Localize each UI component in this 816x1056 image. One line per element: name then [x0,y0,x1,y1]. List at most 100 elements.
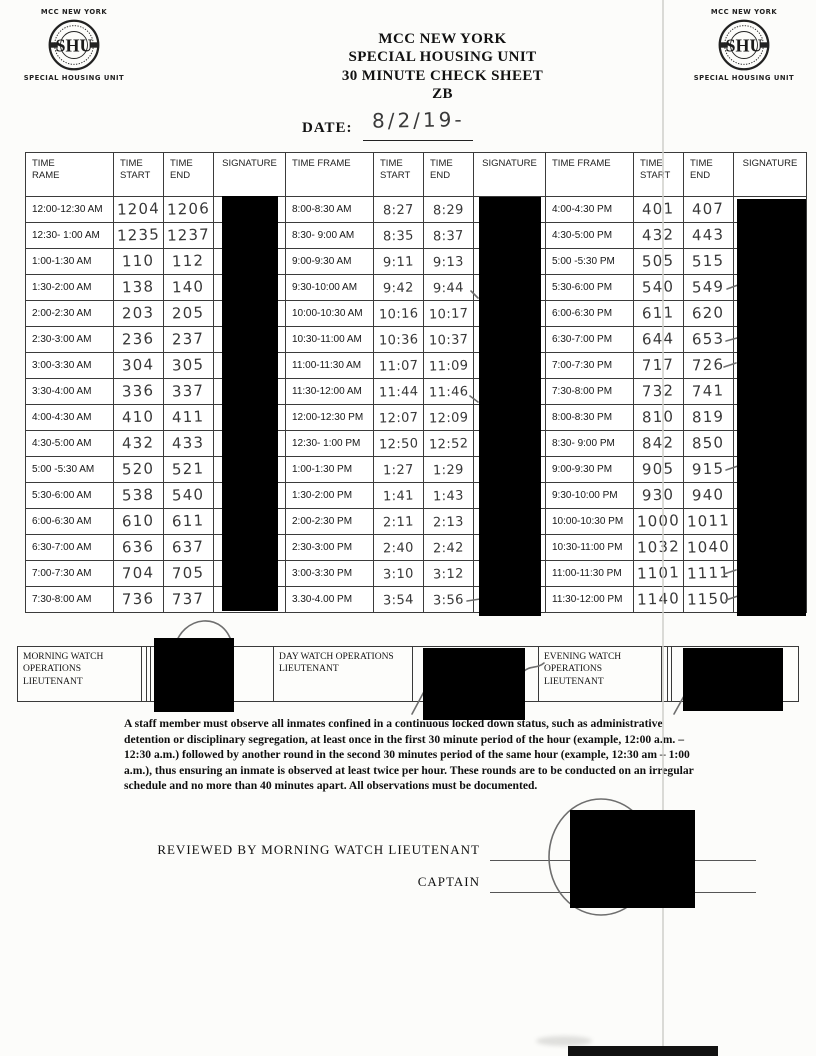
time-end-value-cell: 1206 [163,196,214,223]
time-end-value: 9:44 [432,279,465,297]
time-start-value: 12:50 [378,435,419,453]
time-end-value: 12:09 [428,409,469,427]
time-end-value-cell: 11:46 [423,378,474,405]
time-frame-cell: 3:00-3:30 AM [25,352,114,379]
time-frame-cell: 8:30- 9:00 AM [285,222,374,249]
time-start-value-cell: 905 [633,456,684,483]
time-frame-cell: 2:30-3:00 AM [25,326,114,353]
redaction-box-morning-signature [154,638,234,712]
time-frame-cell: 10:00-10:30 PM [545,508,634,535]
time-start-value-cell: 610 [113,508,164,535]
time-start-value-cell: 12:07 [373,404,424,431]
time-frame-cell: 4:00-4:30 PM [545,196,634,223]
time-end-value-cell: 915 [683,456,734,483]
time-frame-cell: 7:00-7:30 AM [25,560,114,587]
time-start-value-cell: 732 [633,378,684,405]
time-end-value-cell: 1011 [683,508,734,535]
time-end-value: 611 [172,511,205,531]
time-frame-cell: 5:30-6:00 AM [25,482,114,509]
title-line: SPECIAL HOUSING UNIT [348,49,537,66]
time-end-value-cell: 637 [163,534,214,561]
column-header: SIGNATURE [733,152,807,197]
time-end-value-cell: 10:17 [423,300,474,327]
time-start-value-cell: 611 [633,300,684,327]
time-end-value: 637 [172,537,205,557]
time-end-value: 915 [692,459,725,479]
time-frame-cell: 7:00-7:30 PM [545,352,634,379]
time-end-value: 10:17 [428,305,469,323]
time-end-value: 9:13 [432,253,465,271]
time-frame-cell: 12:30- 1:00 AM [25,222,114,249]
time-frame-cell: 8:00-8:30 AM [285,196,374,223]
time-end-value: 2:42 [432,539,465,557]
time-start-value-cell: 1101 [633,560,684,587]
time-start-value: 410 [122,407,155,427]
time-frame-cell: 8:30- 9:00 PM [545,430,634,457]
time-start-value: 2:11 [382,513,415,531]
reviewed-by-label: REVIEWED BY MORNING WATCH LIEUTENANT [157,842,480,857]
time-frame-cell: 12:00-12:30 PM [285,404,374,431]
time-start-value-cell: 520 [113,456,164,483]
time-end-value: 540 [172,485,205,505]
time-end-value-cell: 850 [683,430,734,457]
time-end-value: 10:37 [428,331,469,349]
time-start-value: 538 [122,485,155,505]
time-start-value: 842 [642,433,675,453]
time-end-value: 3:56 [432,591,465,609]
logo-top-text: MCC NEW YORK [710,8,778,16]
time-start-value-cell: 1235 [113,222,164,249]
time-frame-cell: 10:30-11:00 PM [545,534,634,561]
time-end-value-cell: 140 [163,274,214,301]
time-end-value: 521 [172,459,205,479]
evening-watch-label: EVENING WATCH OPERATIONS LIEUTENANT [538,647,662,701]
time-frame-cell: 4:30-5:00 AM [25,430,114,457]
column-header: TIME START [373,152,424,197]
time-end-value-cell: 2:13 [423,508,474,535]
time-end-value: 205 [172,303,205,323]
time-end-value-cell: 540 [163,482,214,509]
table-row: 12:30- 1:00 AM 1235 1237 8:30- 9:00 AM 8:35 8… [25,222,807,249]
time-frame-cell: 9:00-9:30 AM [285,248,374,275]
title-line: MCC NEW YORK [378,31,507,47]
column-header: TIME START [113,152,164,197]
time-start-value: 236 [122,329,155,349]
time-end-value: 8:29 [432,201,465,219]
time-frame-cell: 1:30-2:00 AM [25,274,114,301]
time-end-value: 515 [692,251,725,271]
time-end-value: 8:37 [432,227,465,245]
scan-fold-line [662,0,664,1056]
time-frame-cell: 8:00-8:30 PM [545,404,634,431]
table-row: 7:30-8:00 AM 736 737 3.30-4.00 PM 3:54 3:56 11… [25,586,807,613]
time-end-value-cell: 433 [163,430,214,457]
time-end-value: 1:29 [432,461,465,479]
time-start-value: 636 [122,537,155,557]
time-end-value-cell: 515 [683,248,734,275]
time-frame-cell: 1:30-2:00 PM [285,482,374,509]
time-end-value: 705 [172,563,205,583]
time-end-value-cell: 112 [163,248,214,275]
time-end-value: 741 [692,381,725,401]
time-frame-cell: 11:00-11:30 PM [545,560,634,587]
time-end-value-cell: 705 [163,560,214,587]
time-end-value: 140 [172,277,205,297]
time-start-value-cell: 3:54 [373,586,424,613]
time-frame-cell: 10:30-11:00 AM [285,326,374,353]
time-start-value: 432 [642,225,675,245]
time-start-value-cell: 9:42 [373,274,424,301]
time-start-value: 905 [642,459,675,479]
time-start-value-cell: 203 [113,300,164,327]
time-start-value: 8:27 [382,201,415,219]
svg-text:SHU: SHU [55,35,92,55]
time-end-value-cell: 3:56 [423,586,474,613]
time-start-value-cell: 704 [113,560,164,587]
time-frame-cell: 5:00 -5:30 AM [25,456,114,483]
time-end-value-cell: 819 [683,404,734,431]
table-row: 3:00-3:30 AM 304 305 11:00-11:30 AM 11:07 11:… [25,352,807,379]
time-start-value: 9:11 [382,253,415,271]
time-end-value-cell: 305 [163,352,214,379]
time-start-value-cell: 8:27 [373,196,424,223]
time-end-value-cell: 8:29 [423,196,474,223]
time-start-value: 704 [122,563,155,583]
time-end-value-cell: 12:52 [423,430,474,457]
time-start-value: 138 [122,277,155,297]
